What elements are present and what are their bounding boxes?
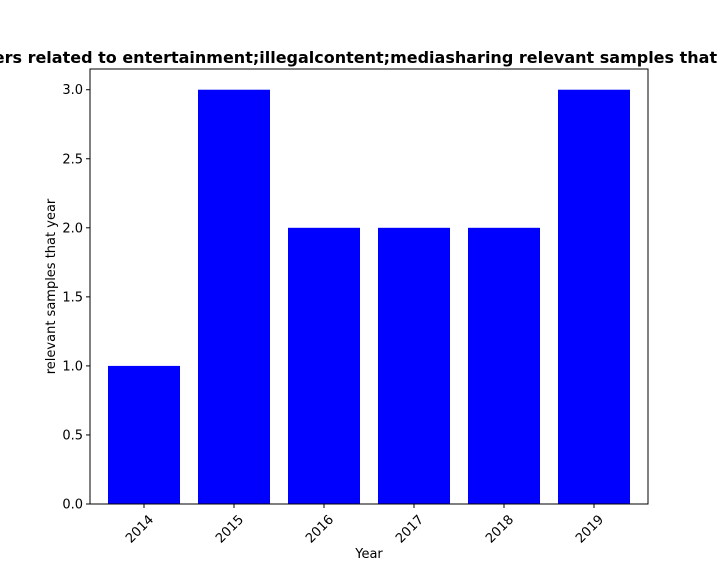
bar-2015 [198, 89, 270, 504]
plot-area-frame [89, 68, 649, 505]
bar-2017 [378, 227, 450, 505]
bar-2016 [288, 227, 360, 505]
x-axis-label: Year [354, 547, 383, 562]
y-tick-label: 0.0 [62, 498, 83, 513]
x-tick-label: 2018 [483, 512, 517, 546]
chart-title: Number of papers related to entertainmen… [0, 48, 720, 67]
y-tick-label: 2.5 [62, 152, 83, 167]
y-tick-label: 2.0 [62, 221, 83, 236]
x-tick-label: 2015 [213, 512, 247, 546]
bar-2014 [108, 365, 180, 504]
x-tick-label: 2017 [393, 512, 427, 546]
x-tick-label: 2019 [573, 512, 607, 546]
x-axis-ticks: 2014 2015 2016 2017 2018 2019 [123, 504, 607, 546]
y-tick-label: 3.0 [62, 83, 83, 98]
x-tick-label: 2014 [123, 512, 157, 546]
y-tick-label: 1.0 [62, 359, 83, 374]
y-axis-label: relevant samples that year [44, 198, 59, 374]
bar-2019 [558, 89, 630, 504]
y-tick-label: 0.5 [62, 428, 83, 443]
x-tick-label: 2016 [303, 512, 337, 546]
bar-2018 [468, 227, 540, 505]
y-axis-ticks: 0.0 0.5 1.0 1.5 2.0 2.5 3.0 [62, 83, 90, 513]
bars-layer [108, 89, 630, 505]
y-tick-label: 1.5 [62, 290, 83, 305]
